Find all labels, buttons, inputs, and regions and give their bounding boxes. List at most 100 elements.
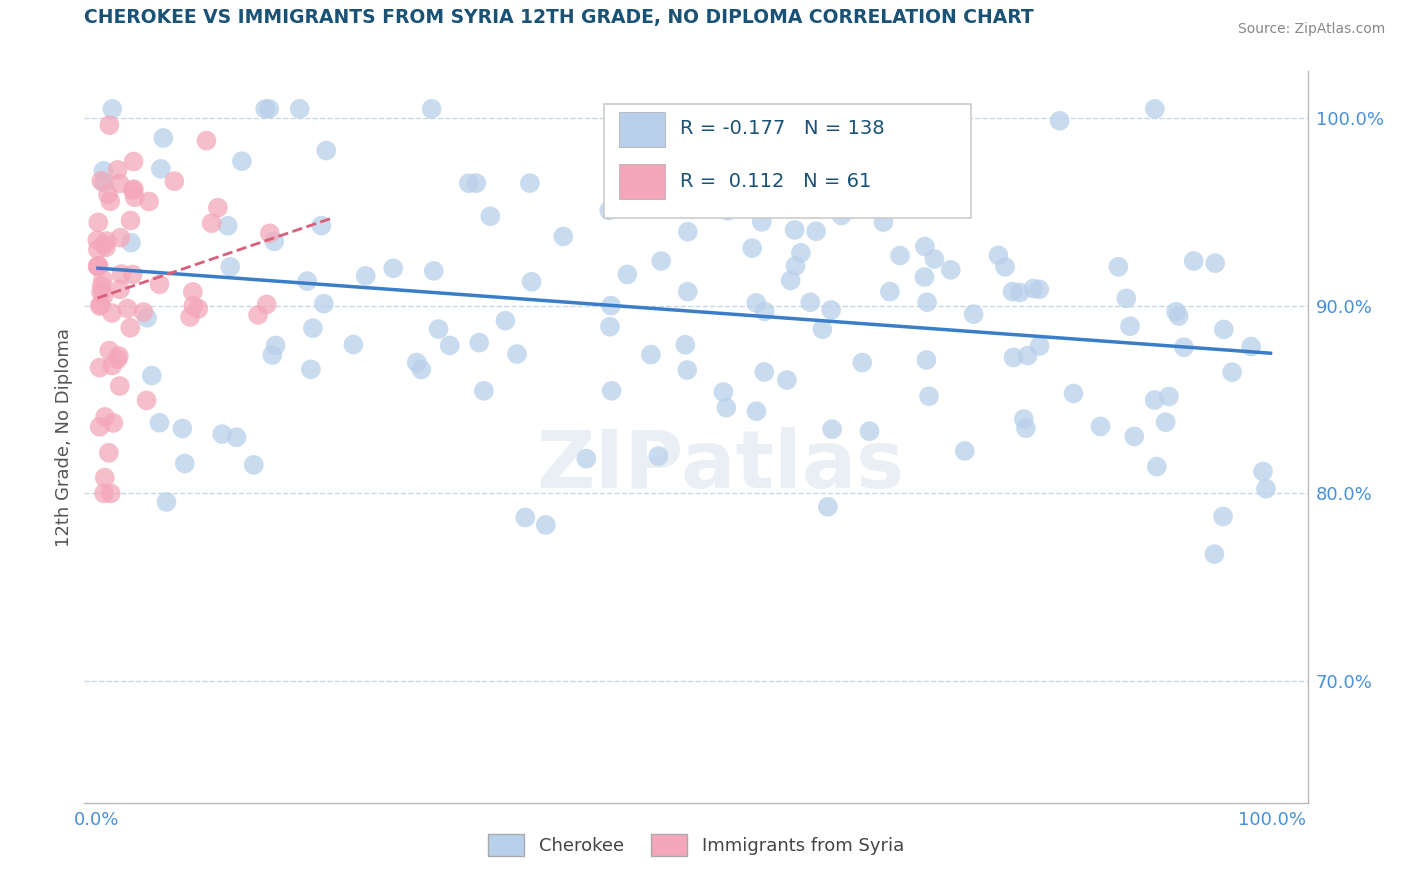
Text: R = -0.177   N = 138: R = -0.177 N = 138: [681, 119, 884, 138]
Point: [600, 384, 623, 398]
Y-axis label: 12th Grade, No Diploma: 12th Grade, No Diploma: [55, 327, 73, 547]
Legend: Cherokee, Immigrants from Syria: Cherokee, Immigrants from Syria: [481, 827, 911, 863]
Point: [97, 446, 120, 460]
Point: [776, 373, 799, 387]
Point: [987, 248, 1010, 262]
Point: [1107, 260, 1129, 274]
Point: [87, 215, 110, 229]
Point: [87, 243, 110, 257]
Point: [108, 177, 131, 191]
Point: [87, 259, 110, 273]
Point: [519, 176, 541, 190]
Point: [93, 176, 115, 190]
Point: [534, 517, 557, 532]
Point: [751, 215, 773, 229]
Point: [89, 299, 111, 313]
Point: [242, 458, 264, 472]
Point: [423, 264, 446, 278]
Point: [879, 285, 901, 299]
Point: [93, 486, 115, 500]
Point: [889, 249, 911, 263]
Point: [427, 322, 450, 336]
Point: [225, 430, 247, 444]
Point: [411, 362, 433, 376]
Point: [1028, 339, 1050, 353]
Point: [439, 338, 461, 352]
Point: [122, 182, 145, 196]
Point: [706, 115, 728, 129]
Point: [135, 393, 157, 408]
Point: [640, 348, 662, 362]
Point: [754, 365, 776, 379]
Point: [1028, 282, 1050, 296]
Point: [107, 352, 129, 367]
Point: [1015, 421, 1038, 435]
Point: [163, 174, 186, 188]
Point: [779, 273, 801, 287]
Point: [676, 285, 699, 299]
Point: [148, 416, 170, 430]
Point: [1146, 459, 1168, 474]
Point: [676, 363, 699, 377]
Point: [90, 298, 112, 312]
Point: [420, 102, 443, 116]
Point: [465, 176, 488, 190]
Point: [98, 343, 121, 358]
Point: [89, 419, 111, 434]
Bar: [619, 164, 665, 200]
Point: [354, 268, 377, 283]
Point: [120, 213, 142, 227]
Point: [247, 308, 270, 322]
Point: [745, 296, 768, 310]
Point: [785, 259, 807, 273]
Point: [599, 319, 621, 334]
Point: [94, 409, 117, 424]
Point: [851, 355, 873, 369]
Point: [494, 313, 516, 327]
Point: [817, 500, 839, 514]
Point: [1115, 291, 1137, 305]
Point: [1012, 412, 1035, 426]
Point: [120, 320, 142, 334]
Point: [183, 299, 205, 313]
Point: [200, 216, 222, 230]
Point: [468, 335, 491, 350]
Point: [264, 338, 287, 352]
Point: [98, 118, 121, 132]
Point: [1008, 285, 1031, 300]
Point: [132, 305, 155, 319]
Point: [155, 495, 177, 509]
Point: [1182, 254, 1205, 268]
Point: [673, 338, 696, 352]
Point: [1001, 285, 1024, 299]
Point: [207, 201, 229, 215]
Point: [100, 486, 122, 500]
Point: [939, 262, 962, 277]
Point: [87, 259, 110, 273]
Point: [302, 321, 325, 335]
Point: [108, 349, 131, 363]
Point: [858, 424, 880, 438]
Point: [103, 416, 125, 430]
Point: [783, 223, 806, 237]
Point: [472, 384, 495, 398]
Point: [520, 275, 543, 289]
Point: [120, 235, 142, 250]
Point: [101, 102, 124, 116]
Point: [211, 427, 233, 442]
Point: [256, 297, 278, 311]
Point: [121, 183, 143, 197]
Point: [1204, 547, 1226, 561]
Point: [506, 347, 529, 361]
Point: [254, 102, 277, 116]
Point: [108, 379, 131, 393]
Bar: [619, 112, 665, 146]
Point: [790, 245, 813, 260]
Point: [152, 131, 174, 145]
Point: [872, 215, 894, 229]
Point: [93, 237, 115, 252]
Point: [90, 279, 112, 293]
Point: [914, 270, 936, 285]
Point: [804, 224, 827, 238]
Point: [994, 260, 1017, 274]
